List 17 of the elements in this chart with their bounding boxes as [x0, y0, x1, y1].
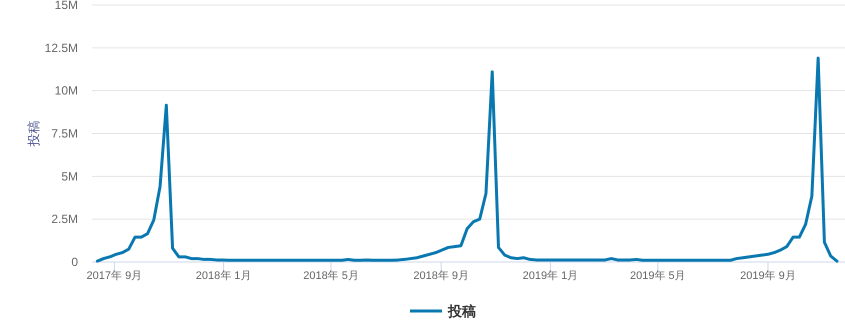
y-tick-label: 12.5M: [44, 40, 78, 55]
y-tick-label: 7.5M: [51, 126, 78, 140]
x-tick-label: 2018年 5月: [303, 270, 359, 282]
x-tick-label: 2017年 9月: [86, 270, 142, 282]
x-tick-label: 2018年 9月: [413, 270, 470, 282]
x-tick-label: 2019年 5月: [630, 270, 686, 282]
x-tick-label: 2019年 1月: [522, 270, 578, 282]
y-tick-label: 5M: [61, 169, 78, 184]
y-axis-title: 投稿: [26, 120, 41, 148]
line-series: [96, 56, 838, 263]
y-tick-label: 2.5M: [51, 212, 78, 226]
x-tick-label: 2019年 9月: [740, 270, 796, 282]
x-tick-label: 2018年 1月: [196, 270, 252, 282]
y-tick-label: 0: [71, 255, 78, 269]
legend-label: 投稿: [447, 303, 476, 319]
y-tick-label: 15M: [54, 0, 78, 12]
y-tick-label: 10M: [54, 84, 78, 98]
